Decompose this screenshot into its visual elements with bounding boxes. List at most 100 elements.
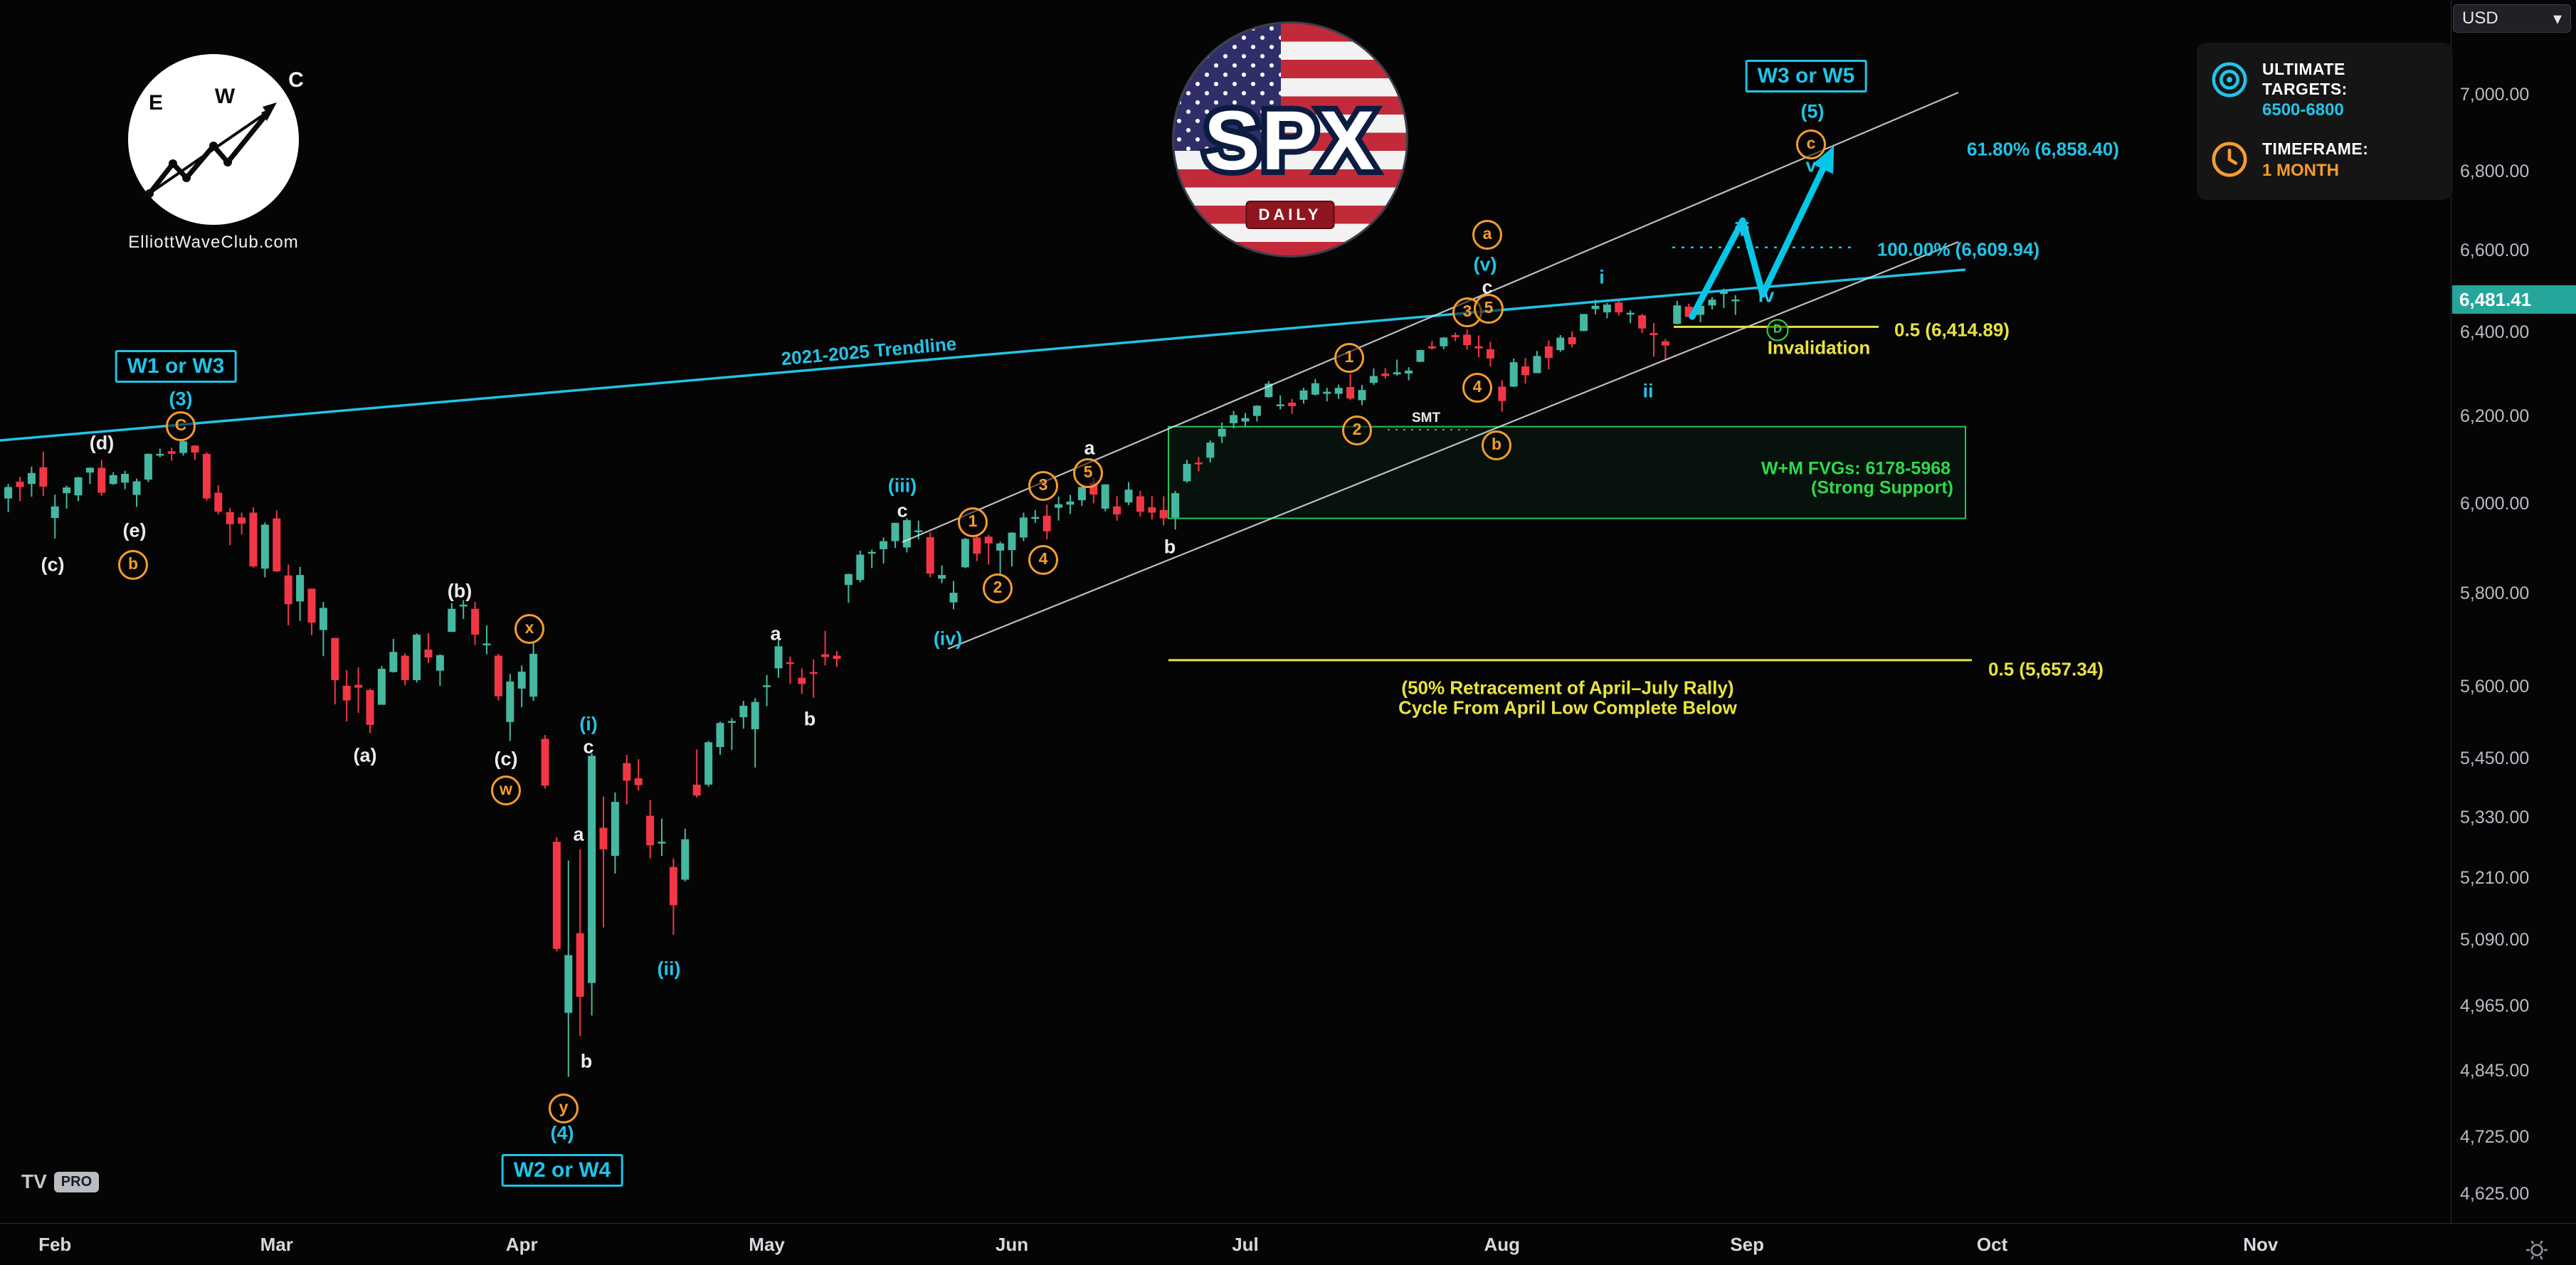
tradingview-watermark[interactable]: TV PRO	[21, 1170, 100, 1193]
timeframe-value: 1 MONTH	[2262, 160, 2339, 180]
pro-badge: PRO	[53, 1171, 100, 1192]
price-axis-label: 4,725.00	[2460, 1127, 2530, 1148]
price-axis-label: 6,800.00	[2460, 162, 2530, 182]
candle-body	[494, 655, 502, 697]
candle-body	[541, 739, 549, 786]
candle-body	[1474, 346, 1483, 349]
candle-body	[1194, 462, 1203, 465]
candle-body	[1731, 299, 1740, 302]
candle-body	[296, 575, 305, 602]
candle-body	[1183, 463, 1191, 482]
candle-body	[1019, 517, 1028, 538]
candle-body	[1148, 507, 1156, 513]
candle-body	[1696, 305, 1705, 315]
candle-body	[156, 453, 164, 456]
candle-body	[109, 475, 117, 485]
candle-body	[669, 867, 677, 906]
candle-body	[366, 689, 374, 725]
candle-body	[471, 608, 480, 635]
candle-body	[1533, 356, 1541, 374]
candle-body	[1615, 302, 1623, 313]
candle-body	[63, 487, 71, 494]
candle-body	[552, 842, 561, 949]
candle-body	[1299, 390, 1308, 400]
candle-body	[1077, 487, 1086, 501]
candle-body	[1008, 532, 1016, 551]
candle-body	[1311, 383, 1319, 395]
candle-body	[1580, 314, 1588, 332]
candle-body	[249, 512, 258, 567]
chevron-down-icon: ▾	[2553, 9, 2562, 28]
currency-selector-button[interactable]: USD ▾	[2453, 4, 2571, 33]
time-axis[interactable]: Feb Mar Apr May Jun Jul Aug Sep Oct Nov	[0, 1223, 2576, 1265]
candle-body	[424, 649, 433, 658]
candle-body	[833, 655, 841, 660]
candle-body	[844, 573, 852, 586]
candle-body	[1381, 374, 1390, 376]
channel-lower-line[interactable]	[947, 240, 1959, 650]
candle-body	[739, 705, 748, 718]
candle-body	[1509, 362, 1518, 387]
spx-symbol: SPX	[1204, 94, 1376, 188]
axis-settings-gear-icon[interactable]	[2525, 1238, 2549, 1265]
candle-body	[179, 441, 188, 453]
last-price-badge: 6,481.41	[2452, 285, 2576, 314]
clock-icon	[2210, 139, 2249, 183]
candle-body	[880, 541, 888, 549]
candle-body	[1486, 349, 1494, 359]
projection-arrowhead	[1812, 146, 1835, 174]
candle-body	[634, 778, 643, 785]
candle-body	[260, 524, 269, 569]
candle-body	[1252, 406, 1261, 416]
candle-body	[1369, 376, 1378, 383]
candle-body	[27, 472, 36, 485]
candle-body	[809, 672, 818, 674]
candle-body	[132, 481, 141, 495]
candle-body	[1427, 346, 1436, 349]
price-axis-label: 5,800.00	[2460, 583, 2530, 604]
time-axis-label: Feb	[38, 1234, 72, 1255]
daily-timeframe-banner: DAILY	[1245, 201, 1335, 229]
candle-body	[1440, 337, 1448, 346]
price-axis-label: 6,000.00	[2460, 493, 2530, 514]
candle-body	[1603, 305, 1611, 313]
candlestick-series	[4, 288, 1740, 1077]
candle-body	[191, 445, 199, 453]
candle-body	[331, 637, 339, 680]
candle-body	[1358, 390, 1366, 401]
candle-body	[529, 653, 538, 697]
candle-body	[1521, 366, 1530, 376]
candle-body	[1638, 315, 1647, 329]
candle-body	[1416, 350, 1425, 362]
candle-body	[97, 467, 106, 493]
candle-body	[973, 537, 981, 554]
candle-body	[1649, 333, 1658, 335]
candle-body	[1661, 341, 1669, 346]
elliottwaveclub-logo: E W C ElliottWaveClub.com	[116, 47, 311, 253]
candle-body	[658, 842, 666, 844]
candle-body	[1265, 383, 1273, 398]
candle-body	[1218, 428, 1226, 437]
candle-body	[1124, 489, 1133, 503]
candle-body	[167, 451, 176, 454]
candle-body	[996, 543, 1005, 551]
price-axis-label: 7,000.00	[2460, 85, 2530, 105]
candle-body	[1031, 517, 1040, 519]
price-axis[interactable]: 7,000.00 6,800.00 6,600.00 6,400.00 6,200.00…	[2451, 0, 2576, 1265]
price-axis-label: 6,200.00	[2460, 406, 2530, 427]
price-axis-label: 4,625.00	[2460, 1184, 2530, 1204]
time-axis-label: Sep	[1730, 1234, 1765, 1255]
candle-body	[1171, 493, 1180, 518]
candle-body	[1393, 372, 1401, 375]
time-axis-label: Jul	[1232, 1234, 1259, 1255]
candle-body	[506, 681, 514, 722]
time-axis-label: Nov	[2243, 1234, 2279, 1255]
price-axis-label: 6,400.00	[2460, 322, 2530, 343]
candle-body	[891, 522, 899, 541]
trendline-2021-2025[interactable]	[0, 268, 1966, 442]
candle-body	[821, 654, 830, 657]
targets-value: 6500-6800	[2262, 100, 2344, 120]
target-icon	[2210, 60, 2249, 103]
candle-body	[389, 652, 398, 672]
